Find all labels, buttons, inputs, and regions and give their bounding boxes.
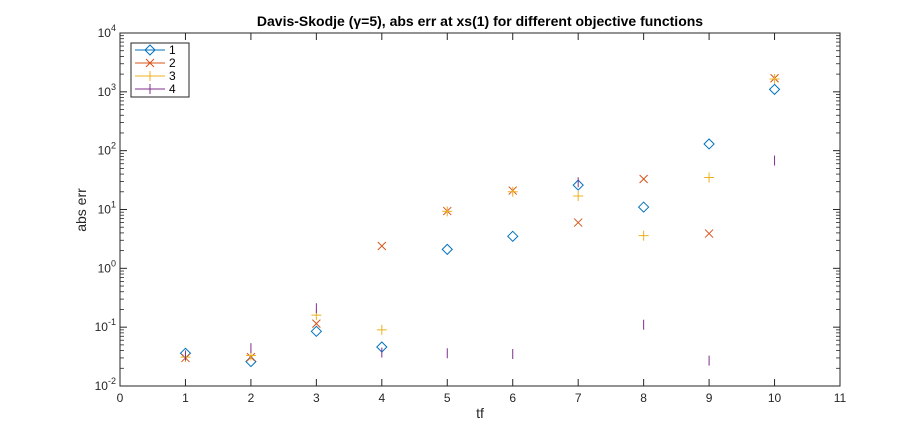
data-layer [179, 73, 781, 368]
series-2-point [704, 229, 714, 238]
x-tick-label: 2 [248, 391, 255, 405]
series-3-point [507, 186, 518, 197]
x-tick-label: 3 [313, 391, 320, 405]
x-axis-label: tf [476, 405, 484, 421]
legend-marker-2 [145, 58, 155, 68]
legend-label-3: 3 [169, 69, 176, 83]
legend-label-2: 2 [169, 56, 176, 70]
legend-label-1: 1 [169, 43, 176, 57]
series-3-point [573, 190, 584, 201]
series-3-point [442, 206, 453, 217]
y-tick-exponent: 1 [111, 200, 116, 210]
y-tick-exponent: 4 [111, 23, 116, 33]
series-1-point [310, 325, 323, 338]
series-1-point [572, 179, 584, 191]
x-tick-label: 1 [182, 391, 189, 405]
chart-title: Davis-Skodje (γ=5), abs err at xs(1) for… [257, 13, 703, 29]
y-tick-exponent: -2 [108, 376, 116, 386]
series-2-point [573, 218, 583, 227]
x-tick-label: 7 [575, 391, 582, 405]
series-2-point [377, 241, 387, 251]
plot-area [119, 32, 841, 387]
series-3-point [376, 324, 387, 335]
series-1-point [768, 83, 781, 96]
legend-marker-3 [145, 71, 155, 81]
series-3-point [769, 74, 780, 85]
x-tick-label: 5 [444, 391, 451, 405]
series-1-point [703, 138, 715, 150]
x-tick-label: 6 [509, 391, 516, 405]
x-tick-label: 8 [640, 391, 647, 405]
series-2-point [639, 174, 648, 184]
legend-label-4: 4 [169, 82, 176, 96]
y-tick-exponent: 3 [111, 82, 116, 92]
y-tick-exponent: -1 [108, 317, 116, 327]
x-tick-label: 11 [834, 391, 847, 405]
legend-marker-1 [144, 44, 156, 56]
legend-box [130, 42, 190, 98]
series-1-point [441, 243, 453, 256]
x-tick-label: 10 [768, 391, 782, 405]
x-tick-label: 9 [706, 391, 713, 405]
y-tick-exponent: 2 [111, 141, 116, 151]
y-tick-exponent: 0 [111, 258, 116, 268]
x-tick-label: 0 [117, 391, 124, 405]
y-axis-label: abs err [73, 188, 89, 232]
series-2-point [312, 319, 321, 328]
series-1-point [507, 230, 519, 243]
series-3-point [638, 230, 649, 241]
series-3-point [704, 172, 715, 183]
series-1-point [637, 201, 650, 213]
x-tick-label: 4 [378, 391, 385, 405]
